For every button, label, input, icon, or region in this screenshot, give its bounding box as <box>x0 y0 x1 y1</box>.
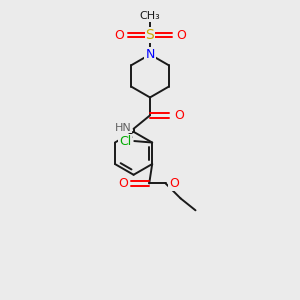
Text: HN: HN <box>114 123 131 133</box>
Text: Cl: Cl <box>119 134 131 148</box>
Text: N: N <box>145 48 155 61</box>
Text: O: O <box>169 177 179 190</box>
Text: O: O <box>114 28 124 41</box>
Text: O: O <box>176 28 186 41</box>
Text: O: O <box>118 177 128 190</box>
Text: CH₃: CH₃ <box>140 11 160 21</box>
Text: O: O <box>174 109 184 122</box>
Text: S: S <box>146 28 154 42</box>
